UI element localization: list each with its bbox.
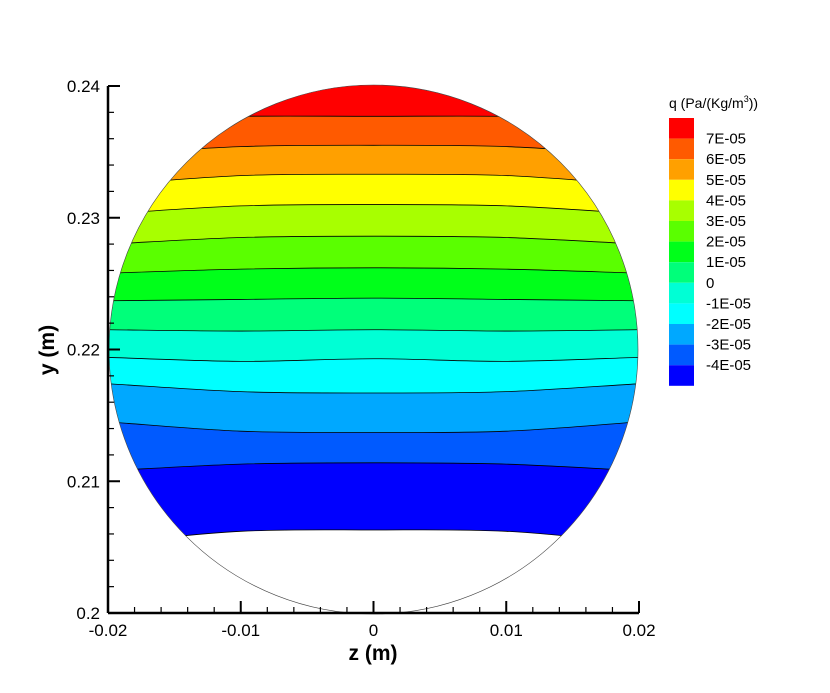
contour-band xyxy=(109,421,638,472)
legend-swatch xyxy=(669,344,694,366)
y-tick-label: 0.21 xyxy=(67,472,100,491)
legend-label: 1E-05 xyxy=(706,254,746,271)
contour-line xyxy=(109,382,638,394)
legend-label: -1E-05 xyxy=(706,295,751,312)
contour-line xyxy=(109,297,638,302)
legend-label: 0 xyxy=(706,275,714,292)
legend-swatch xyxy=(669,262,694,283)
contour-band xyxy=(109,462,638,545)
contour-line xyxy=(109,329,638,332)
legend-label: 3E-05 xyxy=(706,213,746,230)
contour-band xyxy=(109,145,638,186)
y-tick-label: 0.24 xyxy=(67,77,100,96)
legend-swatch xyxy=(669,179,694,201)
legend-title: q (Pa/(Kg/m3)) xyxy=(669,94,758,111)
legend-swatch xyxy=(669,241,694,263)
contour-line xyxy=(109,356,638,362)
legend-swatch xyxy=(669,200,694,221)
legend-label: 4E-05 xyxy=(706,192,746,209)
contour-band xyxy=(109,357,638,393)
x-axis-title: z (m) xyxy=(349,642,398,665)
legend-swatch xyxy=(669,159,694,180)
x-tick-label: 0.01 xyxy=(490,621,523,640)
legend-swatch xyxy=(669,365,694,386)
x-tick-label: -0.02 xyxy=(89,621,128,640)
contour-band xyxy=(109,85,638,120)
contour-band xyxy=(109,329,638,362)
legend-swatch xyxy=(669,303,694,324)
x-tick-label: 0 xyxy=(369,621,378,640)
contour-band xyxy=(109,267,638,301)
legend-swatch xyxy=(669,138,694,160)
contour-band xyxy=(109,236,638,274)
legend-label: 5E-05 xyxy=(706,172,746,189)
legend-label: 2E-05 xyxy=(706,234,746,251)
contour-line xyxy=(109,267,638,274)
legend: q (Pa/(Kg/m3)) 7E-05 6E-05 5E-05 4E-05 3E-05… xyxy=(669,94,758,386)
y-tick-label: 0.22 xyxy=(67,341,100,360)
axes: -0.02 -0.01 0 0.01 0.02 0.2 0.21 0.22 0.23 0.24 xyxy=(67,77,656,640)
contour-bands xyxy=(109,85,638,545)
legend-label: 7E-05 xyxy=(706,131,746,148)
contour-line xyxy=(109,529,638,545)
contour-band xyxy=(109,383,638,433)
x-tick-label: -0.01 xyxy=(221,621,260,640)
x-tick-label: 0.02 xyxy=(622,621,655,640)
contour-band xyxy=(109,204,638,245)
legend-swatch xyxy=(669,324,694,345)
legend-label: 6E-05 xyxy=(706,151,746,168)
contour-band xyxy=(109,298,638,332)
contour-band xyxy=(109,174,638,215)
y-axis-title: y (m) xyxy=(36,325,59,375)
y-tick-label: 0.2 xyxy=(76,604,100,623)
legend-label: -2E-05 xyxy=(706,316,751,333)
y-tick-label: 0.23 xyxy=(67,209,100,228)
legend-label: -3E-05 xyxy=(706,337,751,354)
contour-line xyxy=(109,420,638,433)
legend-swatch xyxy=(669,221,694,242)
legend-label: -4E-05 xyxy=(706,357,751,374)
legend-swatch xyxy=(669,118,694,139)
legend-swatch xyxy=(669,282,694,304)
